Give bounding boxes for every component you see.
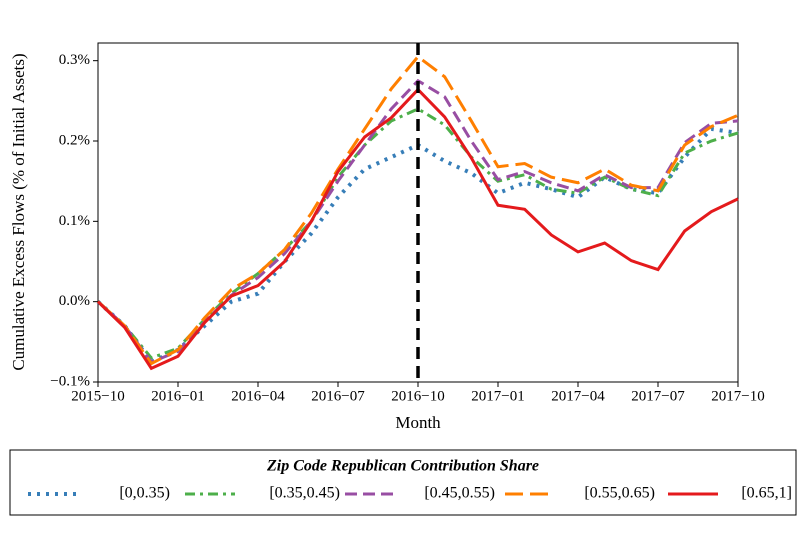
x-tick-label: 2016−07	[311, 388, 365, 404]
y-tick-label: 0.3%	[59, 52, 90, 68]
legend-label: [0.55,0.65)	[584, 485, 655, 502]
y-tick-label: 0.2%	[59, 132, 90, 148]
x-tick-label: 2015−10	[71, 388, 124, 404]
legend-box	[9, 449, 797, 516]
x-tick-label: 2016−01	[151, 388, 204, 404]
x-axis-label: Month	[395, 413, 441, 432]
y-tick-label: −0.1%	[50, 373, 90, 389]
x-tick-label: 2017−04	[551, 388, 605, 404]
legend-label: [0,0.35)	[119, 485, 170, 502]
x-tick-label: 2016−10	[391, 388, 444, 404]
x-tick-label: 2016−04	[231, 388, 285, 404]
series-line	[96, 87, 739, 371]
legend-title: Zip Code Republican Contribution Share	[266, 458, 539, 475]
y-axis-label: Cumulative Excess Flows (% of Initial As…	[9, 53, 28, 370]
legend-label: [0.65,1]	[741, 485, 792, 502]
legend-label: [0.35,0.45)	[269, 485, 340, 502]
x-tick-label: 2017−10	[711, 388, 764, 404]
x-tick-label: 2017−07	[631, 388, 685, 404]
series-line	[96, 54, 739, 366]
y-tick-label: 0.0%	[59, 293, 90, 309]
legend-label: [0.45,0.55)	[424, 485, 495, 502]
y-tick-label: 0.1%	[59, 213, 90, 229]
x-tick-label: 2017−01	[471, 388, 524, 404]
